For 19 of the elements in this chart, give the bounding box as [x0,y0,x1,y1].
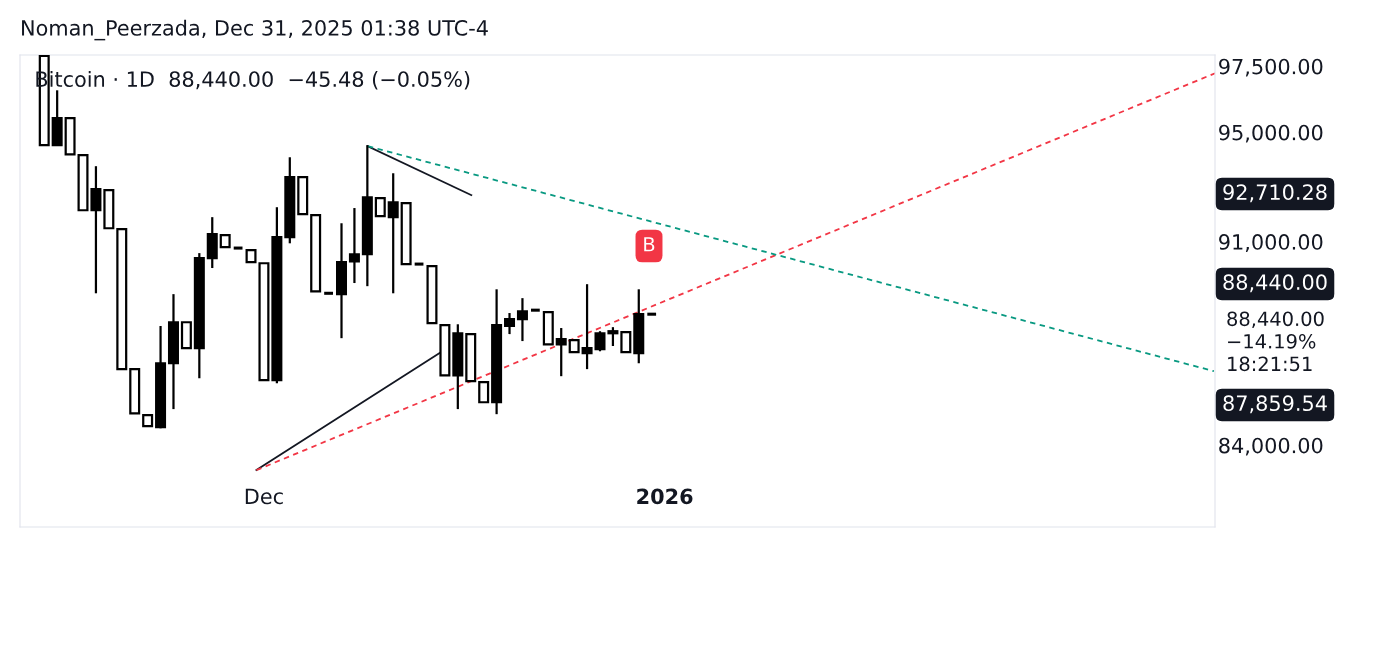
y-tick-label: 97,500.00 [1219,58,1323,77]
text: 88,440.00 −14.19% 18:21:51 [1227,311,1324,372]
y-tick-label: 84,000.00 [1219,437,1323,456]
text: 88,440.00 [1223,274,1327,293]
text: 87,859.54 [1223,395,1327,414]
candlestick [478,380,490,404]
candlestick [504,311,516,336]
text: Noman_Peerzada, Dec 31, 2025 01:38 UTC-4 [22,19,488,41]
y-tick-label: 91,000.00 [1219,234,1323,252]
candlestick [348,206,360,285]
x-tick-label: Dec [245,488,283,505]
candlestick [387,172,399,295]
candlestick [620,330,632,354]
candlestick [516,297,528,343]
text: 92,710.28 [1223,184,1327,203]
x-tick-label: 2026 [637,488,693,505]
candlestick [555,326,567,378]
annotation: B [644,237,655,252]
y-tick-label: 95,000.00 [1219,124,1323,143]
